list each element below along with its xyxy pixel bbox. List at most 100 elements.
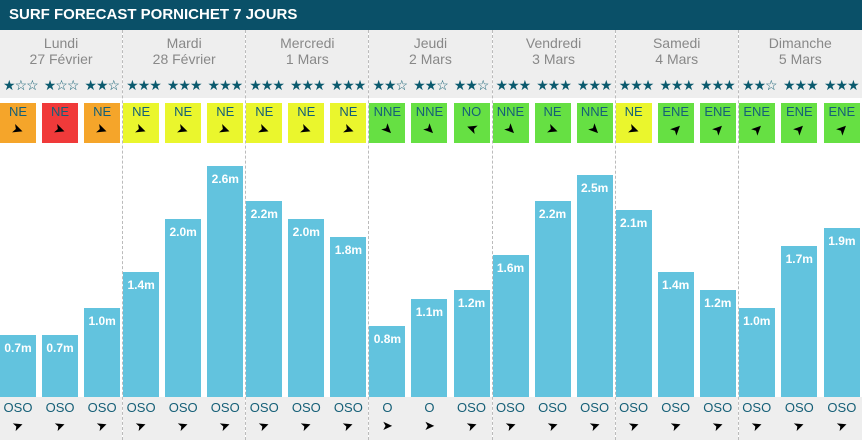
wind-direction: NNE bbox=[373, 104, 402, 119]
rating-row: ★★★ ★★★ ★★★ bbox=[616, 77, 738, 93]
wave-height-bar[interactable]: 2.1m bbox=[615, 210, 652, 397]
wind-cell[interactable]: NE ➤ bbox=[207, 103, 244, 143]
wind-arrow-icon: ➤ bbox=[298, 119, 315, 139]
day-column: Samedi 4 Mars ★★★ ★★★ ★★★ NE ➤ ENE ➤ ENE ➤ 2.1m 1.4m… bbox=[615, 30, 739, 440]
wind-arrow-icon: ➤ bbox=[584, 119, 605, 139]
wave-height-bar[interactable]: 1.0m bbox=[84, 308, 121, 397]
swell-direction: OSO bbox=[126, 400, 156, 415]
wind-direction: NE bbox=[216, 104, 235, 119]
wind-arrow-icon: ➤ bbox=[707, 119, 728, 139]
swell-direction: O bbox=[382, 400, 393, 415]
wind-direction: NE bbox=[339, 104, 358, 119]
day-column: Vendredi 3 Mars ★★★ ★★★ ★★★ NNE ➤ NE ➤ NNE ➤ 1.6m 2.… bbox=[492, 30, 616, 440]
wave-height-bar[interactable]: 1.8m bbox=[330, 236, 367, 397]
swell-arrow-icon: ➤ bbox=[502, 416, 519, 435]
wind-direction: NNE bbox=[415, 104, 444, 119]
rating-row: ★★★ ★★★ ★★★ bbox=[493, 77, 615, 93]
wave-height-bar[interactable]: 0.7m bbox=[42, 334, 79, 397]
swell-cell: OSO ➤ bbox=[123, 397, 159, 440]
swell-direction: OSO bbox=[580, 400, 610, 415]
wind-row: NNE ➤ NNE ➤ NO ➤ bbox=[369, 98, 491, 143]
wind-cell[interactable]: ENE ➤ bbox=[699, 103, 736, 143]
swell-direction: OSO bbox=[291, 400, 321, 415]
wind-cell[interactable]: NE ➤ bbox=[0, 103, 36, 143]
swell-arrow-icon: ➤ bbox=[834, 416, 850, 435]
swell-arrow-icon: ➤ bbox=[791, 416, 807, 435]
wave-height-bar[interactable]: 1.6m bbox=[492, 254, 529, 397]
wind-arrow-icon: ➤ bbox=[419, 119, 440, 139]
wave-height-bar[interactable]: 2.2m bbox=[246, 201, 283, 397]
bar-column: 2.5m bbox=[576, 143, 613, 397]
swell-cell: OSO ➤ bbox=[207, 397, 243, 440]
wave-height-bar[interactable]: 2.5m bbox=[576, 174, 613, 397]
wind-cell[interactable]: NO ➤ bbox=[453, 103, 490, 143]
page-title: SURF FORECAST PORNICHET 7 JOURS bbox=[0, 0, 862, 30]
wind-arrow-icon: ➤ bbox=[789, 119, 810, 139]
wind-cell[interactable]: NNE ➤ bbox=[369, 103, 406, 143]
star-rating-icon: ★☆☆ bbox=[3, 77, 39, 93]
wind-direction: ENE bbox=[704, 104, 732, 119]
wave-height-bar[interactable]: 2.6m bbox=[207, 165, 244, 397]
wind-cell[interactable]: NNE ➤ bbox=[411, 103, 448, 143]
wind-cell[interactable]: NE ➤ bbox=[42, 103, 79, 143]
wave-height-bar[interactable]: 1.9m bbox=[823, 227, 860, 397]
day-date: 2 Mars bbox=[409, 51, 452, 67]
wave-height-bar[interactable]: 0.7m bbox=[0, 334, 36, 397]
wave-height-bar[interactable]: 1.1m bbox=[411, 299, 448, 397]
day-column: Mercredi 1 Mars ★★★ ★★★ ★★★ NE ➤ NE ➤ NE ➤ 2.2m 2.0m… bbox=[246, 30, 370, 440]
wind-row: NE ➤ NE ➤ NE ➤ bbox=[246, 98, 368, 143]
bar-column: 1.8m bbox=[330, 143, 367, 397]
wave-height-bar[interactable]: 2.0m bbox=[165, 219, 202, 397]
swell-arrow-icon: ➤ bbox=[381, 418, 393, 433]
star-rating-icon: ★★☆ bbox=[372, 77, 408, 93]
swell-arrow-icon: ➤ bbox=[217, 416, 233, 435]
day-column: Jeudi 2 Mars ★★☆ ★★☆ ★★☆ NNE ➤ NNE ➤ NO ➤ 0.8m 1.1m 1… bbox=[369, 30, 493, 440]
wind-cell[interactable]: NE ➤ bbox=[534, 103, 571, 143]
wind-direction: NNE bbox=[580, 104, 609, 119]
bar-column: 1.4m bbox=[657, 143, 694, 397]
wave-height-bar[interactable]: 1.2m bbox=[699, 290, 736, 397]
swell-arrow-icon: ➤ bbox=[340, 416, 356, 435]
swell-direction: OSO bbox=[496, 400, 525, 415]
wind-cell[interactable]: NE ➤ bbox=[330, 103, 367, 143]
swell-row: O ➤ O ➤ OSO ➤ bbox=[369, 397, 492, 440]
wind-cell[interactable]: NNE ➤ bbox=[492, 103, 529, 143]
wind-cell[interactable]: ENE ➤ bbox=[657, 103, 694, 143]
bar-column: 1.1m bbox=[411, 143, 448, 397]
wind-cell[interactable]: NE ➤ bbox=[615, 103, 652, 143]
wind-cell[interactable]: ENE ➤ bbox=[823, 103, 860, 143]
wind-cell[interactable]: NE ➤ bbox=[123, 103, 160, 143]
day-date: 28 Février bbox=[152, 51, 216, 67]
day-name: Lundi bbox=[43, 35, 79, 51]
bar-column: 2.1m bbox=[615, 143, 652, 397]
star-rating-icon: ★★★ bbox=[126, 77, 162, 93]
bar-column: 1.2m bbox=[699, 143, 736, 397]
wind-cell[interactable]: ENE ➤ bbox=[781, 103, 818, 143]
swell-arrow-icon: ➤ bbox=[586, 416, 603, 435]
wind-cell[interactable]: ENE ➤ bbox=[738, 103, 775, 143]
wind-cell[interactable]: NE ➤ bbox=[288, 103, 325, 143]
wind-arrow-icon: ➤ bbox=[255, 119, 273, 139]
swell-direction: OSO bbox=[742, 400, 772, 415]
wave-height-bar[interactable]: 1.2m bbox=[453, 290, 490, 397]
star-rating-icon: ★★☆ bbox=[453, 77, 490, 93]
star-rating-icon: ★★★ bbox=[824, 77, 860, 93]
wave-height-bar[interactable]: 2.0m bbox=[288, 219, 325, 397]
wind-cell[interactable]: NE ➤ bbox=[84, 103, 121, 143]
bar-column: 1.2m bbox=[453, 143, 490, 397]
wave-height-bar[interactable]: 0.8m bbox=[369, 325, 406, 397]
wind-direction: ENE bbox=[662, 104, 690, 119]
wave-height-bar[interactable]: 1.7m bbox=[781, 245, 818, 397]
wave-height-bar[interactable]: 2.2m bbox=[534, 201, 571, 397]
wind-cell[interactable]: NE ➤ bbox=[165, 103, 202, 143]
wind-cell[interactable]: NE ➤ bbox=[246, 103, 283, 143]
star-rating-icon: ★★★ bbox=[700, 77, 736, 93]
wave-height-bar[interactable]: 1.4m bbox=[657, 272, 694, 397]
wind-cell[interactable]: NNE ➤ bbox=[576, 103, 613, 143]
bar-column: 1.0m bbox=[738, 143, 775, 397]
swell-arrow-icon: ➤ bbox=[544, 416, 561, 435]
day-name: Samedi bbox=[652, 35, 701, 51]
wave-height-bar[interactable]: 1.0m bbox=[738, 308, 775, 397]
wind-direction: ENE bbox=[828, 104, 856, 119]
wave-height-bar[interactable]: 1.4m bbox=[123, 272, 160, 397]
